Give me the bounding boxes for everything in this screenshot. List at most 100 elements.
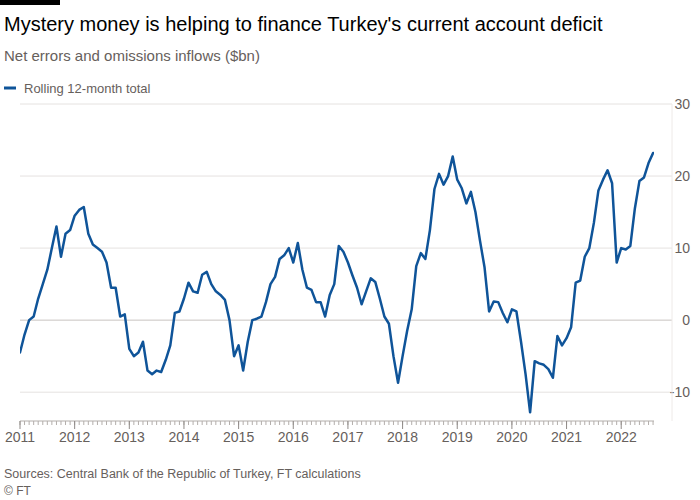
minor-tick [202,421,203,425]
x-tick-label: 2020 [496,429,527,445]
legend: Rolling 12-month total [4,81,151,96]
minor-tick [88,421,89,425]
minor-tick [133,421,134,425]
minor-tick [484,421,485,425]
minor-tick [557,421,558,425]
minor-tick [493,421,494,425]
minor-tick [593,421,594,425]
minor-tick [448,421,449,425]
minor-tick [79,421,80,425]
x-axis-line [20,421,654,422]
minor-tick [197,421,198,425]
minor-tick [56,421,57,425]
minor-tick [24,421,25,425]
minor-tick [70,421,71,425]
minor-tick [616,421,617,425]
minor-tick [516,421,517,425]
minor-tick [443,421,444,425]
minor-tick [47,421,48,425]
minor-tick [334,421,335,425]
minor-tick [411,421,412,425]
minor-tick [306,421,307,425]
title: Mystery money is helping to finance Turk… [4,13,603,35]
minor-tick [539,421,540,425]
minor-tick [548,421,549,425]
minor-tick [420,421,421,425]
x-tick-label: 2013 [114,429,145,445]
minor-tick [575,421,576,425]
minor-tick [42,421,43,425]
minor-tick [434,421,435,425]
minor-tick [83,421,84,425]
minor-tick [170,421,171,425]
minor-tick [316,421,317,425]
minor-tick [243,421,244,425]
minor-tick [265,421,266,425]
brand-bar [0,0,60,5]
minor-tick [206,421,207,425]
minor-tick [229,421,230,425]
legend-swatch [4,87,16,90]
minor-tick [29,421,30,425]
x-tick-label: 2021 [551,429,582,445]
minor-tick [425,421,426,425]
minor-tick [65,421,66,425]
grid-line [20,392,672,393]
minor-tick [247,421,248,425]
x-tick-label: 2019 [442,429,473,445]
minor-tick [152,421,153,425]
x-tick [293,421,294,429]
minor-tick [124,421,125,425]
minor-tick [480,421,481,425]
source: Sources: Central Bank of the Republic of… [4,467,361,481]
minor-tick [439,421,440,425]
minor-tick [325,421,326,425]
minor-tick [38,421,39,425]
minor-tick [361,421,362,425]
grid-line [20,320,672,321]
grid-line [20,176,672,177]
x-tick-label: 2015 [223,429,254,445]
x-tick [20,421,21,429]
legend-label: Rolling 12-month total [24,81,151,96]
minor-tick [60,421,61,425]
minor-tick [498,421,499,425]
minor-tick [270,421,271,425]
minor-tick [543,421,544,425]
minor-tick [302,421,303,425]
minor-tick [224,421,225,425]
minor-tick [634,421,635,425]
subtitle: Net errors and omissions inflows ($bn) [4,47,260,64]
grid-line [20,248,672,249]
minor-tick [279,421,280,425]
minor-tick [598,421,599,425]
y-range-line [672,104,673,421]
minor-tick [142,421,143,425]
minor-tick [643,421,644,425]
minor-tick [256,421,257,425]
minor-tick [584,421,585,425]
x-tick [402,421,403,429]
minor-tick [174,421,175,425]
x-tick [621,421,622,429]
minor-tick [612,421,613,425]
minor-tick [639,421,640,425]
x-tick [457,421,458,429]
minor-tick [502,421,503,425]
y-axis: -100102030 [20,96,690,421]
minor-tick [525,421,526,425]
minor-tick [521,421,522,425]
minor-tick [534,421,535,425]
minor-tick [630,421,631,425]
minor-tick [375,421,376,425]
series-line [20,153,653,412]
minor-tick [215,421,216,425]
minor-tick [51,421,52,425]
x-tick-label: 2016 [278,429,309,445]
minor-tick [475,421,476,425]
minor-tick [470,421,471,425]
minor-tick [33,421,34,425]
y-tick-label: 30 [674,96,690,112]
minor-tick [466,421,467,425]
x-tick-label: 2017 [332,429,363,445]
